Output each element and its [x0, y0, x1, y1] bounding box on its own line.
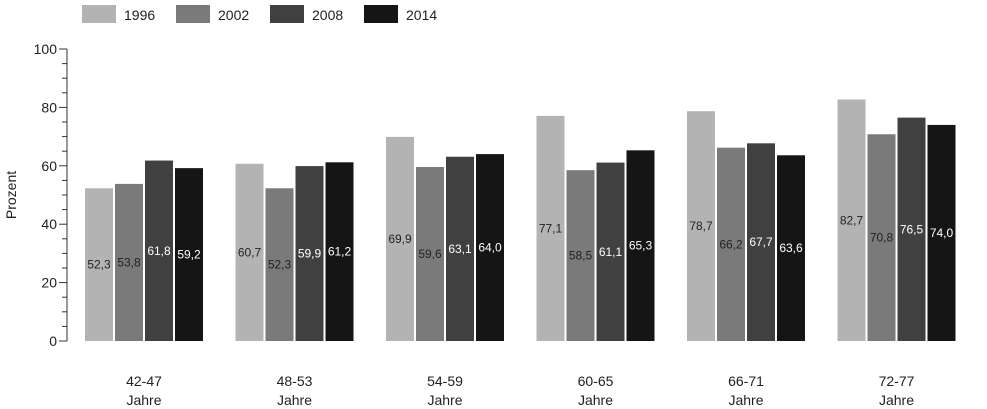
x-category-label: 42-47	[126, 373, 162, 389]
bar-value-label: 59,6	[418, 247, 442, 261]
bar-value-label: 78,7	[689, 219, 713, 233]
legend: 1996 2002 2008 2014	[82, 5, 437, 23]
bar	[145, 160, 173, 341]
bar	[295, 166, 324, 341]
x-category-label: 66-71	[728, 373, 764, 389]
legend-swatch	[270, 5, 304, 23]
bar-value-label: 61,8	[147, 244, 171, 258]
bar-value-label: 63,1	[448, 242, 472, 256]
x-category-label: Jahre	[277, 392, 312, 408]
bar	[566, 170, 595, 341]
legend-swatch	[82, 5, 116, 23]
bar	[265, 188, 294, 341]
y-tick-label: 60	[41, 158, 57, 174]
bar	[747, 143, 775, 341]
bar	[85, 188, 113, 341]
bar	[777, 155, 805, 341]
legend-label: 2014	[406, 7, 437, 23]
y-axis: 0 20 40 60 80 100	[34, 41, 68, 349]
bar-value-label: 69,9	[388, 232, 412, 246]
y-tick-label: 40	[41, 216, 57, 232]
bar	[717, 147, 745, 341]
x-category-label: Jahre	[728, 392, 763, 408]
bar	[927, 124, 956, 341]
y-axis-label: Prozent	[3, 171, 19, 219]
bar	[897, 117, 926, 342]
bar-value-label: 52,3	[268, 258, 292, 272]
bar-value-label: 82,7	[840, 213, 864, 227]
bar-value-label: 53,8	[117, 255, 141, 269]
x-category-label: Jahre	[427, 392, 462, 408]
legend-label: 1996	[124, 7, 155, 23]
bar-value-label: 70,8	[870, 231, 894, 245]
bar-value-label: 66,2	[719, 237, 743, 251]
bar	[386, 136, 414, 341]
bar-value-label: 58,5	[569, 249, 593, 263]
bar	[175, 168, 203, 341]
y-tick-label: 0	[49, 333, 57, 349]
bar	[837, 99, 866, 342]
bar-value-label: 52,3	[87, 258, 111, 272]
bar-value-label: 63,6	[779, 241, 803, 255]
bar	[626, 150, 655, 341]
bar	[476, 154, 504, 341]
x-category-label: Jahre	[879, 392, 914, 408]
bar-value-label: 76,5	[900, 222, 924, 236]
bar	[867, 134, 896, 341]
bar-value-label: 74,0	[930, 226, 954, 240]
bars: 52,3 53,8 61,8 59,2 60,7 52,3 59,9 61,2 69,9 59,6…	[85, 99, 956, 342]
bar-value-label: 65,3	[629, 239, 653, 253]
bar	[416, 166, 444, 341]
bar	[115, 183, 143, 341]
legend-label: 2008	[312, 7, 343, 23]
bar	[687, 111, 715, 341]
x-category-label: 72-77	[879, 373, 915, 389]
y-tick-label: 100	[34, 41, 58, 57]
bar	[596, 162, 625, 341]
bar-value-label: 77,1	[539, 221, 563, 235]
legend-label: 2002	[218, 7, 249, 23]
bar-value-label: 59,2	[177, 248, 201, 262]
bar-value-label: 64,0	[478, 241, 502, 255]
y-tick-label: 20	[41, 275, 57, 291]
bar-value-label: 67,7	[749, 235, 773, 249]
x-category-label: 54-59	[427, 373, 463, 389]
x-category-label: 60-65	[578, 373, 614, 389]
x-category-label: Jahre	[578, 392, 613, 408]
x-category-label: Jahre	[126, 392, 161, 408]
bar	[536, 115, 565, 341]
x-category-label: 48-53	[277, 373, 313, 389]
legend-swatch	[364, 5, 398, 23]
bar	[235, 163, 264, 341]
bar-value-label: 59,9	[298, 247, 322, 261]
bar-value-label: 60,7	[238, 245, 262, 259]
bar	[446, 156, 474, 341]
bar-value-label: 61,2	[328, 245, 352, 259]
legend-swatch	[176, 5, 210, 23]
x-axis: 42-47 Jahre 48-53 Jahre 54-59 Jahre 60-65 Jahre…	[126, 373, 915, 408]
bar-value-label: 61,1	[599, 245, 623, 259]
bar	[325, 162, 354, 341]
y-tick-label: 80	[41, 99, 57, 115]
